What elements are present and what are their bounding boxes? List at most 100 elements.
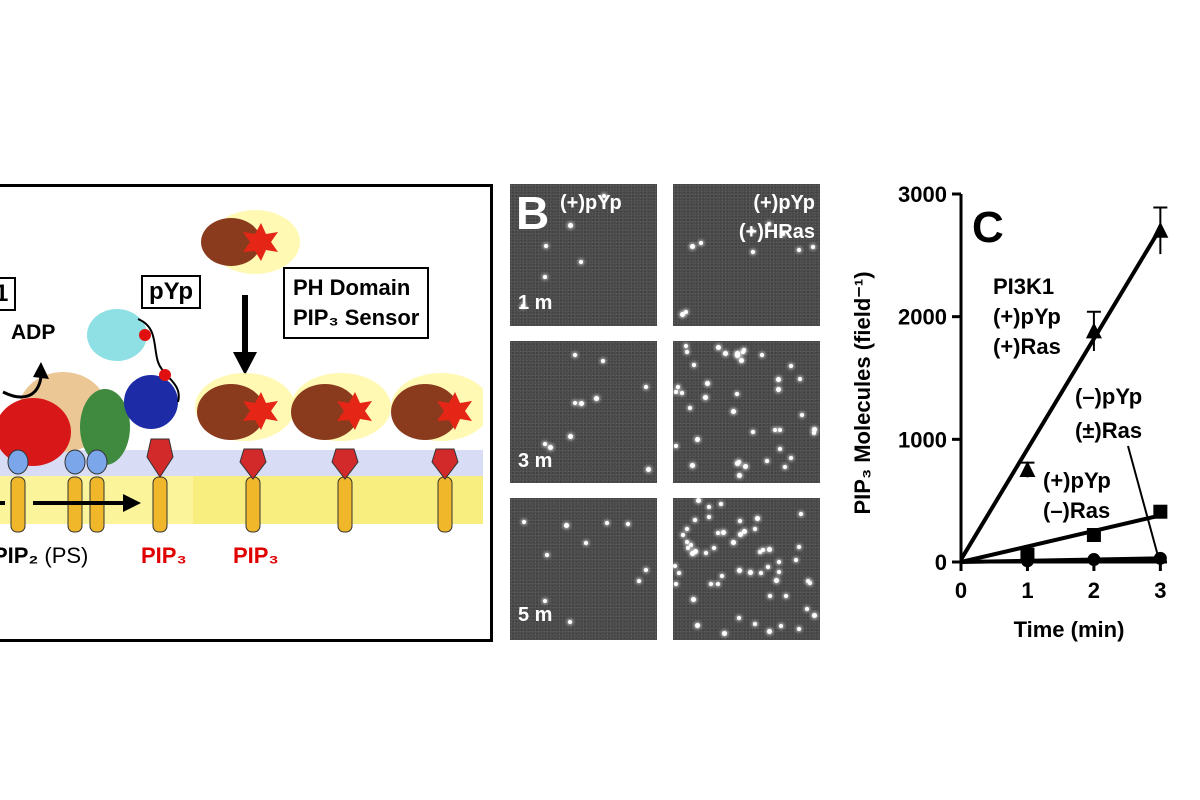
pip3-head [239, 448, 267, 480]
fluorescent-spot [793, 558, 798, 562]
micrograph-r1-c1 [510, 184, 657, 326]
circle-point [1087, 553, 1101, 567]
fluorescent-spot [766, 628, 772, 634]
fluorescent-spot [805, 607, 810, 612]
fluorescent-spot [693, 518, 698, 522]
chart-labels: C PI3K1 (+)pYp (+)Ras (–)pYp (±)Ras (+)pYp (–)R… [972, 203, 1159, 557]
fluorescent-spot [676, 385, 681, 389]
fluorescent-spot [737, 615, 742, 620]
ph-domain-line2: PIP₃ Sensor [293, 305, 420, 330]
fluorescent-spot [738, 532, 744, 538]
fluorescent-spot [737, 519, 742, 524]
x-tick-label: 0 [955, 578, 967, 603]
pip3-head [146, 438, 174, 478]
fluorescent-spot [797, 544, 802, 549]
fluorescent-spot [680, 532, 685, 537]
conversion-arrowhead [123, 494, 141, 512]
ph-sensor-bound-1 [195, 373, 295, 441]
fluorescent-spot [773, 427, 778, 432]
fluorescent-spot [604, 520, 609, 525]
panel-b-microscopy: B (+)pYp (+)pYp (+)HRas 1 m 3 m 5 m [510, 184, 822, 642]
fluorescent-spot [761, 548, 766, 553]
fluorescent-spot [799, 412, 804, 417]
adp-label: ADP [11, 321, 56, 344]
y-tick-label: 1000 [898, 427, 947, 452]
fluorescent-spot [547, 445, 553, 451]
fluorescent-spot [707, 504, 712, 509]
row-label-1: 1 m [518, 292, 553, 314]
col1-header: (+)pYp [560, 192, 622, 214]
fluorescent-spot [754, 515, 760, 521]
fluorescent-spot [684, 343, 689, 348]
col2-header: (+)pYp (+)HRas [715, 192, 815, 244]
fluorescent-spot [692, 363, 697, 368]
fluorescent-spot [721, 529, 727, 535]
fluorescent-spot [703, 394, 709, 400]
panel-a-schematic: 1 ADP pYp PH Domain PIP₃ Sensor PIP₂ (PS… [0, 184, 493, 642]
fluorescent-spot [778, 447, 783, 452]
fluorescent-spot [789, 363, 794, 368]
circle-point [1020, 554, 1034, 568]
fluorescent-spot [567, 433, 573, 439]
fluorescent-spot [738, 358, 744, 363]
fluorescent-spot [685, 526, 690, 531]
col2-header-line2: (+)HRas [738, 221, 815, 243]
fluorescent-spot [692, 549, 698, 555]
fluorescent-spot [752, 527, 757, 532]
lipid-tail [337, 476, 353, 533]
fluorescent-spot [811, 430, 816, 435]
phospho-dot-1 [139, 329, 151, 341]
fluorescent-spot [797, 626, 802, 631]
fluorescent-spot [741, 349, 746, 354]
fluorescent-spot [684, 350, 689, 355]
row-label-2: 3 m [518, 450, 553, 472]
fluorescent-spot [543, 442, 548, 447]
fluorescent-spot [765, 459, 770, 464]
fluorescent-spot [737, 568, 743, 574]
ph-sensor-bound-2 [291, 373, 391, 441]
fluorescent-spot [737, 472, 743, 478]
pyp-label: pYp [141, 275, 202, 309]
annotation-pointer [1127, 445, 1159, 557]
green-protein-blob [80, 389, 130, 465]
fluorescent-spot [734, 392, 739, 397]
chart-fit-lines [959, 227, 1163, 564]
y-tick-label: 3000 [898, 182, 947, 207]
fluorescent-spot [542, 275, 547, 280]
lipid-head-blue [7, 449, 29, 475]
boxed-label-1: 1 [0, 277, 17, 311]
fit-line-circle [960, 556, 1161, 564]
pip3-label-2: PIP₃ [233, 543, 279, 568]
fluorescent-spot [602, 194, 607, 199]
fluorescent-spot [643, 385, 648, 390]
square-point [1086, 528, 1101, 543]
fluorescent-spot [689, 244, 695, 250]
fluorescent-spot [742, 464, 748, 470]
fluorescent-spot [751, 250, 756, 255]
annotation-3-line: (–)Ras [1043, 498, 1110, 523]
triangle-point [1085, 322, 1102, 339]
fluorescent-spot [594, 395, 600, 401]
fluorescent-spot [749, 228, 754, 233]
ph-domain-line1: PH Domain [293, 275, 411, 300]
fluorescent-spot [776, 377, 782, 383]
lipid-head-blue [64, 449, 86, 475]
fluorescent-spot [799, 512, 804, 517]
pip3-label-1: PIP₃ [141, 543, 187, 568]
fluorescent-spot [719, 501, 724, 506]
fluorescent-spot [765, 564, 770, 569]
fit-line-triangle [959, 227, 1163, 561]
annotation-3-line: (+)pYp [1043, 468, 1111, 493]
blue-protein-blob [124, 375, 178, 429]
fluorescent-spot [707, 514, 712, 519]
fluorescent-spot [777, 569, 782, 574]
fluorescent-spot [776, 386, 782, 392]
fluorescent-spot [752, 622, 757, 627]
fluorescent-spot [696, 498, 702, 504]
fluorescent-spot [673, 564, 678, 569]
fluorescent-spot [711, 545, 716, 550]
fluorescent-spot [680, 391, 685, 396]
fluorescent-spot [811, 427, 817, 433]
fluorescent-spot [776, 560, 781, 565]
fluorescent-spot [730, 540, 736, 546]
